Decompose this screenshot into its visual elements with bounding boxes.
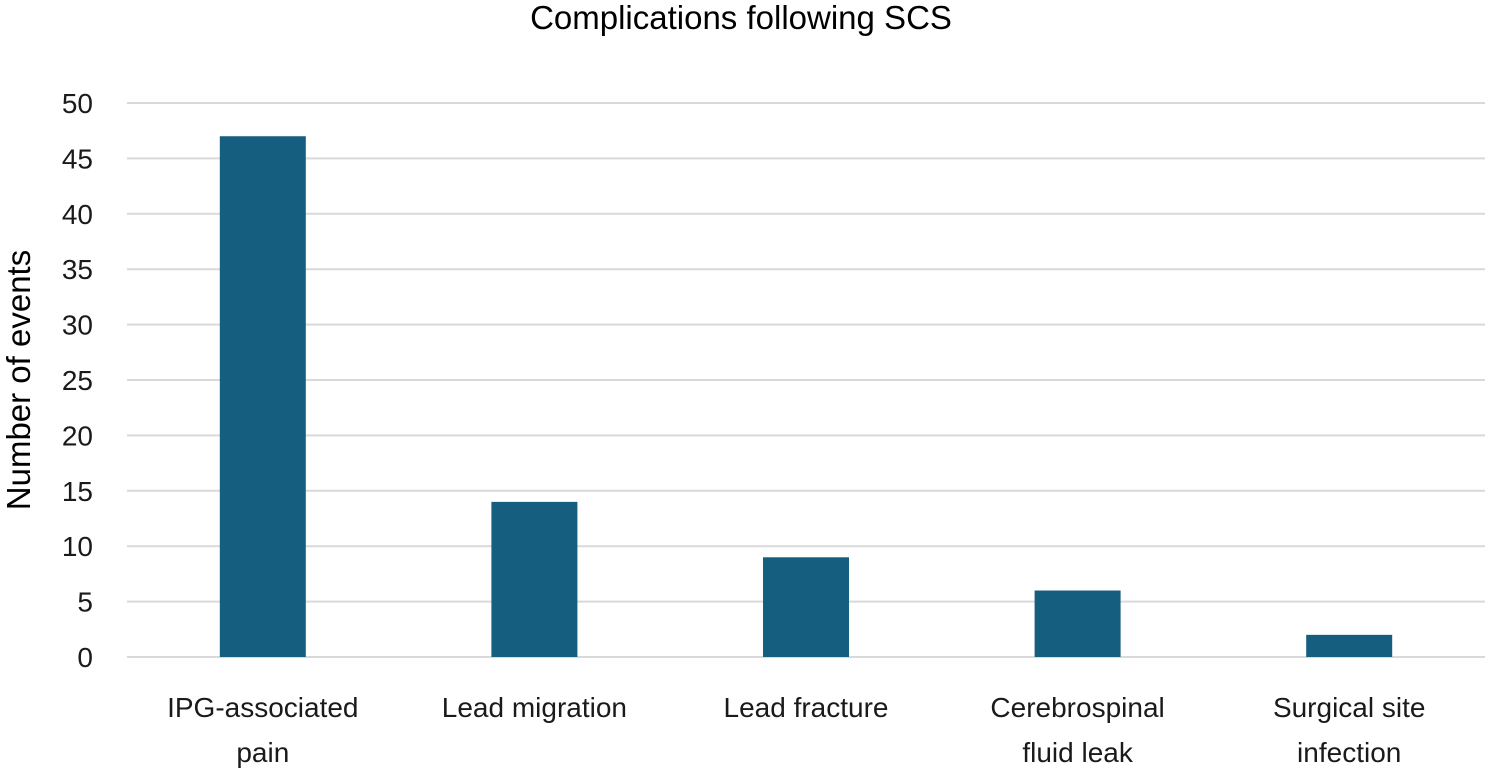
y-tick-label: 35 xyxy=(62,254,93,285)
y-tick-label: 20 xyxy=(62,420,93,451)
bar xyxy=(219,136,306,658)
y-tick-label: 5 xyxy=(77,587,93,618)
bar xyxy=(491,501,578,657)
bars xyxy=(219,136,1393,658)
y-tick-label: 50 xyxy=(62,88,93,119)
y-tick-label: 25 xyxy=(62,365,93,396)
gridlines xyxy=(127,102,1485,658)
y-tick-label: 45 xyxy=(62,143,93,174)
y-tick-label: 10 xyxy=(62,531,93,562)
bar xyxy=(1306,634,1393,657)
y-axis-ticks: 0 5 10 15 20 25 30 35 40 45 50 xyxy=(62,88,93,673)
bar xyxy=(763,557,849,657)
x-axis-categories: IPG-associated pain Lead migration Lead fra… xyxy=(167,692,1425,768)
x-category-label: Lead fracture xyxy=(724,692,889,723)
x-category-label: Surgical site infection xyxy=(1273,692,1426,768)
x-category-label: IPG-associated pain xyxy=(167,692,358,768)
x-category-label: Cerebrospinal fluid leak xyxy=(990,692,1164,768)
y-axis-label: Number of events xyxy=(0,250,37,510)
y-tick-label: 15 xyxy=(62,476,93,507)
y-tick-label: 40 xyxy=(62,199,93,230)
y-tick-label: 30 xyxy=(62,310,93,341)
y-tick-label: 0 xyxy=(77,642,93,673)
bar xyxy=(1034,590,1121,657)
x-category-label: Lead migration xyxy=(442,692,627,723)
chart-title: Complications following SCS xyxy=(530,0,952,36)
